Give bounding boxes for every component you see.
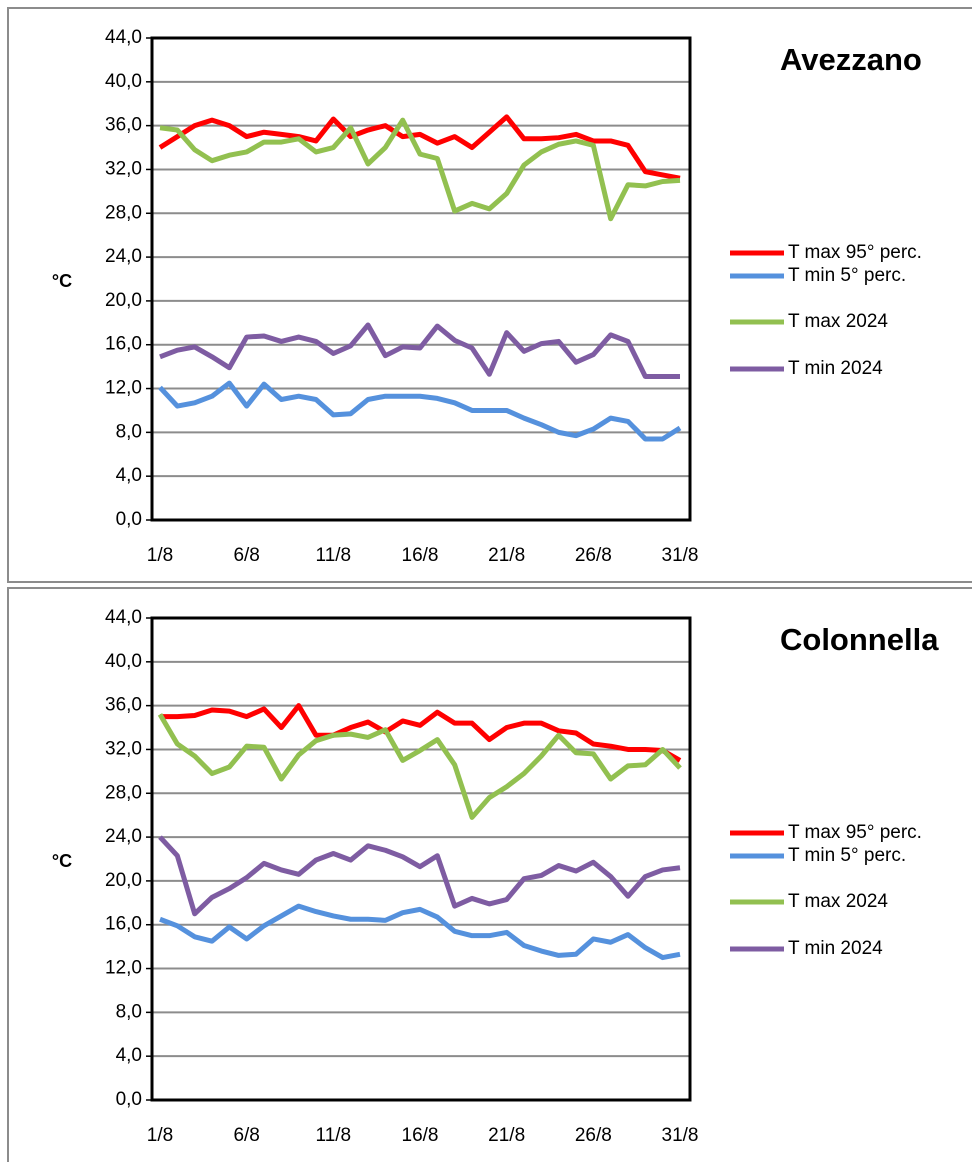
y-tick-label: 40,0 xyxy=(105,71,142,92)
legend-label: T max 95° perc. xyxy=(788,822,922,843)
x-tick-label: 21/8 xyxy=(488,545,525,566)
x-tick-label: 26/8 xyxy=(575,1125,612,1146)
y-tick-label: 4,0 xyxy=(116,465,142,486)
legend-label: T min 2024 xyxy=(788,938,883,959)
y-tick-label: 20,0 xyxy=(105,870,142,891)
y-tick-label: 44,0 xyxy=(105,27,142,48)
legend-label: T max 2024 xyxy=(788,891,888,912)
x-tick-label: 31/8 xyxy=(662,1125,699,1146)
x-tick-label: 6/8 xyxy=(233,545,259,566)
x-tick-label: 26/8 xyxy=(575,545,612,566)
chart-title: Colonnella xyxy=(780,622,939,657)
y-tick-label: 12,0 xyxy=(105,378,142,399)
y-tick-label: 40,0 xyxy=(105,651,142,672)
legend-label: T max 2024 xyxy=(788,311,888,332)
y-tick-label: 44,0 xyxy=(105,607,142,628)
data-line xyxy=(160,703,682,763)
legend-label: T max 95° perc. xyxy=(788,242,922,263)
x-tick-label: 1/8 xyxy=(147,545,173,566)
data-line xyxy=(158,380,682,442)
chart-title: Avezzano xyxy=(780,42,922,77)
y-tick-label: 36,0 xyxy=(105,695,142,716)
plot-frame xyxy=(150,36,692,522)
y-axis-label: °C xyxy=(52,851,72,871)
x-tick-label: 16/8 xyxy=(402,1125,439,1146)
y-tick-label: 28,0 xyxy=(105,202,142,223)
data-line xyxy=(159,322,680,379)
y-tick-label: 36,0 xyxy=(105,115,142,136)
x-tick-label: 11/8 xyxy=(316,545,352,566)
data-line xyxy=(158,835,681,917)
y-tick-label: 0,0 xyxy=(116,509,142,530)
plot-frame xyxy=(150,616,692,1102)
y-tick-label: 24,0 xyxy=(105,246,142,267)
x-tick-label: 1/8 xyxy=(147,1125,173,1146)
x-tick-label: 16/8 xyxy=(402,545,439,566)
x-tick-label: 6/8 xyxy=(233,1125,259,1146)
legend-label: T min 5° perc. xyxy=(788,265,906,286)
panel-frame xyxy=(7,587,972,1167)
y-tick-label: 28,0 xyxy=(105,782,142,803)
data-line xyxy=(159,117,681,222)
legend-label: T min 2024 xyxy=(788,358,883,379)
y-tick-label: 32,0 xyxy=(105,158,142,179)
y-tick-label: 20,0 xyxy=(105,290,142,311)
y-tick-label: 0,0 xyxy=(116,1089,142,1110)
y-tick-label: 12,0 xyxy=(105,958,142,979)
y-tick-label: 16,0 xyxy=(105,914,142,935)
data-line xyxy=(157,713,682,820)
legend-label: T min 5° perc. xyxy=(788,845,906,866)
x-tick-label: 21/8 xyxy=(488,1125,525,1146)
y-tick-label: 16,0 xyxy=(105,334,142,355)
x-tick-label: 31/8 xyxy=(662,545,699,566)
y-tick-label: 24,0 xyxy=(105,826,142,847)
y-tick-label: 8,0 xyxy=(116,1001,142,1022)
y-tick-label: 4,0 xyxy=(116,1045,142,1066)
y-tick-label: 8,0 xyxy=(116,421,142,442)
chart: 0,0 4,0 8,0 12,0 16,0 20,0 24,0 28,0 32,0 36,0 40,… xyxy=(52,27,922,566)
y-tick-label: 32,0 xyxy=(105,738,142,759)
chart: 0,0 4,0 8,0 12,0 16,0 20,0 24,0 28,0 32,0 36,0 40,… xyxy=(52,607,939,1146)
x-tick-label: 11/8 xyxy=(316,1125,352,1146)
data-line xyxy=(158,114,681,181)
y-axis-label: °C xyxy=(52,271,72,291)
panel-frame xyxy=(7,7,972,583)
data-line xyxy=(159,903,681,961)
